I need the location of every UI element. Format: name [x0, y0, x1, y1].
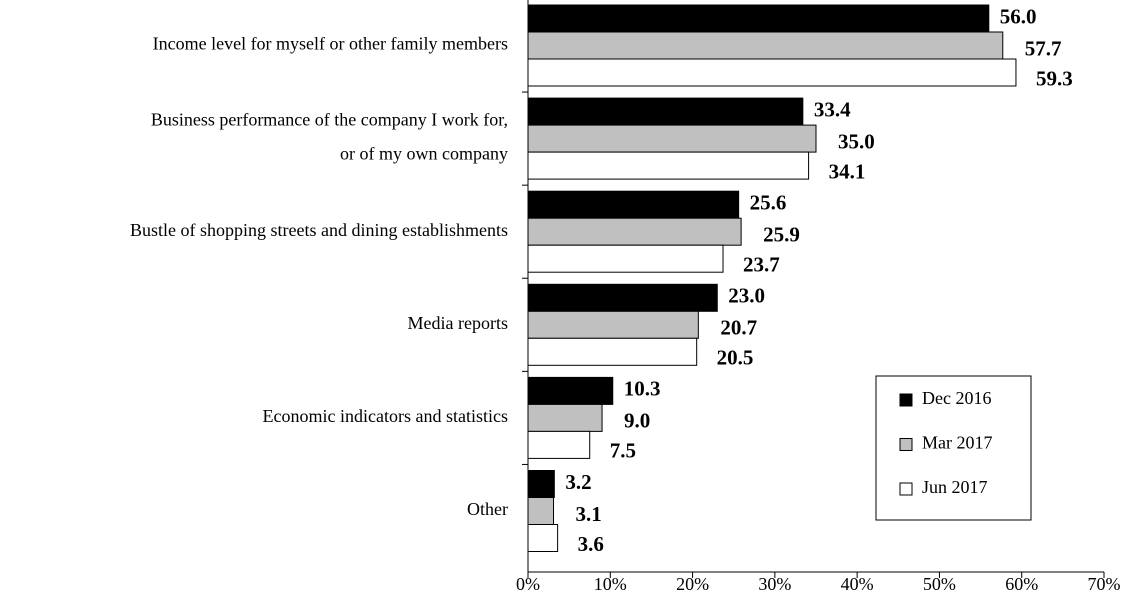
legend-label: Mar 2017 — [922, 433, 993, 453]
value-label: 23.0 — [728, 284, 765, 308]
bar — [527, 124, 817, 153]
y-tick-label: Income level for myself or other family … — [153, 34, 508, 54]
value-label: 57.7 — [1025, 36, 1062, 60]
y-tick-label: Media reports — [408, 313, 508, 333]
bar — [527, 151, 810, 180]
y-tick-label: Business performance of the company I wo… — [151, 110, 508, 130]
value-label: 9.0 — [624, 409, 650, 433]
value-label: 25.6 — [750, 191, 787, 215]
x-tick-label: 70% — [1088, 574, 1121, 594]
value-label: 7.5 — [610, 439, 636, 463]
value-label: 10.3 — [624, 377, 661, 401]
x-tick-label: 20% — [676, 574, 709, 594]
bar — [527, 470, 555, 498]
legend-label: Dec 2016 — [922, 388, 991, 408]
legend: Dec 2016 Mar 2017 Jun 2017 — [875, 375, 1032, 521]
x-tick-label: 0% — [516, 574, 540, 594]
bar — [527, 217, 742, 246]
bar — [527, 58, 1017, 87]
value-label: 3.1 — [576, 502, 602, 526]
value-label: 20.5 — [717, 346, 754, 370]
value-label: 56.0 — [1000, 4, 1037, 28]
legend-label: Jun 2017 — [922, 477, 988, 497]
x-tick-label: 10% — [594, 574, 627, 594]
value-label: 34.1 — [829, 159, 866, 183]
legend-swatch — [899, 393, 913, 407]
value-label: 23.7 — [743, 253, 780, 277]
bar — [527, 31, 1004, 60]
x-tick-label: 50% — [923, 574, 956, 594]
value-label: 3.2 — [565, 470, 591, 494]
value-label: 3.6 — [578, 532, 604, 556]
value-label: 35.0 — [838, 129, 875, 153]
bar — [527, 376, 614, 405]
bar — [527, 190, 740, 219]
bar — [527, 283, 718, 312]
bar — [527, 97, 804, 126]
value-label: 33.4 — [814, 97, 851, 121]
bar — [527, 244, 724, 273]
y-tick-label: Economic indicators and statistics — [263, 406, 508, 426]
x-tick-label: 30% — [758, 574, 791, 594]
legend-swatch — [899, 482, 913, 496]
value-label: 59.3 — [1036, 66, 1073, 90]
bar — [527, 497, 555, 525]
y-tick-label: Bustle of shopping streets and dining es… — [130, 220, 508, 240]
bar — [527, 403, 603, 432]
x-tick-label: 40% — [841, 574, 874, 594]
bar — [527, 524, 559, 552]
bar — [527, 310, 699, 339]
y-tick-label: or of my own company — [340, 144, 508, 164]
x-tick-label: 60% — [1005, 574, 1038, 594]
legend-swatch — [899, 438, 913, 451]
bar — [527, 430, 591, 459]
bar — [527, 337, 698, 366]
bar — [527, 4, 990, 33]
y-tick-label: Other — [467, 499, 508, 519]
value-label: 25.9 — [763, 223, 800, 247]
value-label: 20.7 — [720, 316, 757, 340]
